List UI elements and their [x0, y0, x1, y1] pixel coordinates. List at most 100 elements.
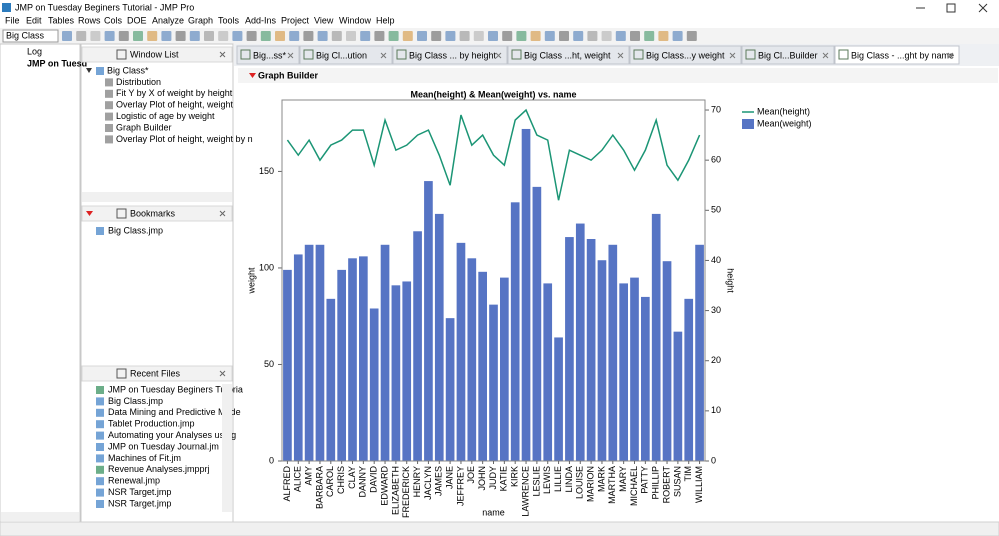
toolbar-icon[interactable] — [331, 31, 342, 41]
tab-label[interactable]: Big...ss* — [253, 50, 287, 60]
toolbar-icon[interactable] — [289, 31, 300, 41]
toolbar-icon[interactable] — [459, 31, 470, 41]
toolbar-icon[interactable] — [374, 31, 385, 41]
toolbar-icon[interactable] — [189, 31, 200, 41]
window-list-item[interactable]: Graph Builder — [116, 122, 172, 132]
tab-label[interactable]: Big Cl...ution — [316, 50, 367, 60]
toolbar-icon[interactable] — [402, 31, 413, 41]
toolbar-icon[interactable] — [672, 31, 683, 41]
recent-file-item[interactable]: JMP on Tuesday Journal.jm — [108, 441, 219, 451]
tab-label[interactable]: Big Class ... by height — [409, 50, 497, 60]
toolbar-icon[interactable] — [204, 31, 214, 41]
toolbar-icon[interactable] — [218, 31, 229, 41]
menu-item[interactable]: Add-Ins — [245, 15, 277, 25]
tab[interactable] — [236, 45, 300, 65]
recent-file-item[interactable]: Tablet Production.jmp — [108, 419, 195, 429]
window-list-item[interactable]: Overlay Plot of height, weight — [116, 100, 234, 110]
table-combo-label[interactable]: Big Class — [6, 30, 45, 40]
menu-item[interactable]: Graph — [188, 15, 213, 25]
menu-item[interactable]: Window — [339, 15, 372, 25]
toolbar-icon[interactable] — [317, 31, 328, 41]
tab[interactable] — [299, 45, 393, 65]
tab-close[interactable] — [617, 52, 624, 59]
menu-item[interactable]: DOE — [127, 15, 147, 25]
table-combo[interactable] — [2, 29, 59, 43]
tab-label[interactable]: Big Class ...ht, weight — [524, 50, 611, 60]
window-list-item[interactable]: Distribution — [116, 77, 161, 87]
tab-label[interactable]: Big Class...y weight — [646, 50, 725, 60]
menu-item[interactable]: View — [314, 15, 334, 25]
menu-item[interactable]: Edit — [26, 15, 42, 25]
toolbar-icon[interactable] — [90, 31, 101, 41]
recent-file-item[interactable]: JMP on Tuesday Beginers Tutoria — [108, 384, 243, 394]
panel-close[interactable] — [219, 370, 226, 377]
recent-file-item[interactable]: Big Class.jmp — [108, 396, 163, 406]
menu-item[interactable]: Rows — [78, 15, 101, 25]
recent-file-item[interactable]: Automating your Analyses using — [108, 430, 236, 440]
tab[interactable] — [507, 45, 630, 65]
tab[interactable] — [741, 45, 835, 65]
tab[interactable] — [834, 45, 960, 65]
toolbar-icon[interactable] — [630, 31, 640, 41]
toolbar-icon[interactable] — [133, 31, 143, 41]
tab-close[interactable] — [729, 52, 736, 59]
toolbar-icon[interactable] — [388, 31, 399, 41]
toolbar-icon[interactable] — [658, 31, 669, 41]
window-list-item[interactable]: Fit Y by X of weight by height — [116, 88, 233, 98]
toolbar-icon[interactable] — [303, 31, 314, 41]
toolbar-icon[interactable] — [76, 31, 87, 41]
menu-item[interactable]: Help — [376, 15, 395, 25]
toolbar-icon[interactable] — [530, 31, 541, 41]
menu-item[interactable]: Tools — [218, 15, 240, 25]
panel-menu[interactable] — [86, 211, 93, 216]
toolbar-icon[interactable] — [118, 31, 129, 41]
toolbar-icon[interactable] — [360, 31, 371, 41]
toolbar-icon[interactable] — [601, 31, 612, 41]
menu-item[interactable]: File — [5, 15, 20, 25]
menu-item[interactable]: Project — [281, 15, 310, 25]
tab-label[interactable]: Big Cl...Builder — [758, 50, 818, 60]
window-list-item[interactable]: Big Class* — [107, 65, 149, 75]
panel-close[interactable] — [219, 210, 226, 217]
toolbar-icon[interactable] — [62, 31, 72, 41]
toolbar-icon[interactable] — [246, 31, 257, 41]
window-list-item[interactable]: Overlay Plot of height, weight by n — [116, 134, 253, 144]
tab[interactable] — [629, 45, 742, 65]
toolbar-icon[interactable] — [417, 31, 427, 41]
toolbar-icon[interactable] — [175, 31, 186, 41]
menu-item[interactable]: Cols — [104, 15, 123, 25]
tab-close[interactable] — [822, 52, 829, 59]
tab-close[interactable] — [947, 52, 954, 59]
toolbar-icon[interactable] — [445, 31, 456, 41]
toolbar-icon[interactable] — [260, 31, 271, 41]
toolbar-icon[interactable] — [488, 31, 498, 41]
menu-item[interactable]: Analyze — [152, 15, 184, 25]
toolbar-icon[interactable] — [502, 31, 513, 41]
toolbar-icon[interactable] — [431, 31, 442, 41]
recent-file-item[interactable]: Revenue Analyses.jmpprj — [108, 464, 210, 474]
close-button[interactable] — [978, 3, 988, 13]
toolbar-icon[interactable] — [473, 31, 484, 41]
report-menu[interactable] — [249, 73, 256, 78]
recent-file-item[interactable]: Machines of Fit.jm — [108, 453, 181, 463]
toolbar-icon[interactable] — [573, 31, 584, 41]
recent-file-item[interactable]: Renewal.jmp — [108, 476, 160, 486]
tab[interactable] — [392, 45, 508, 65]
toolbar-icon[interactable] — [544, 31, 555, 41]
toolbar-icon[interactable] — [346, 31, 356, 41]
panel-close[interactable] — [219, 51, 226, 58]
tab-close[interactable] — [287, 52, 294, 59]
toolbar-icon[interactable] — [104, 31, 115, 41]
maximize-button[interactable] — [946, 3, 956, 13]
nav-item[interactable]: Log — [27, 46, 42, 56]
toolbar-icon[interactable] — [147, 31, 158, 41]
toolbar-icon[interactable] — [686, 31, 697, 41]
recent-file-item[interactable]: NSR Target.jmp — [108, 487, 171, 497]
window-list-item[interactable]: Logistic of age by weight — [116, 111, 215, 121]
bookmark-item[interactable]: Big Class.jmp — [108, 225, 163, 235]
toolbar-icon[interactable] — [559, 31, 569, 41]
nav-item[interactable]: JMP on Tuesd — [27, 58, 87, 68]
toolbar-icon[interactable] — [275, 31, 285, 41]
toolbar-icon[interactable] — [615, 31, 626, 41]
recent-file-item[interactable]: Data Mining and Predictive Mode — [108, 407, 241, 417]
